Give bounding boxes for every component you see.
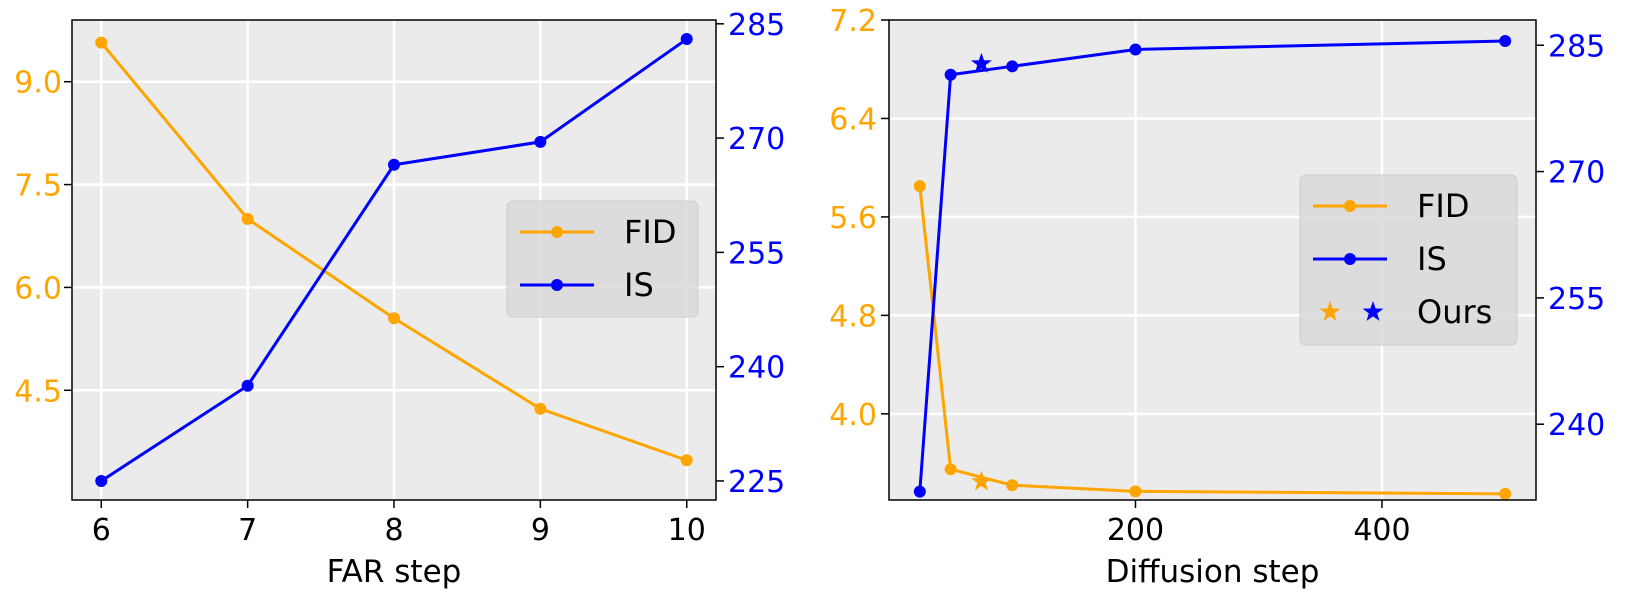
legend-star-is: [1362, 301, 1384, 321]
legend-box: [1299, 174, 1518, 346]
legend-marker-is: [1344, 253, 1356, 265]
y-right-tick-label: 255: [728, 236, 785, 271]
x-tick-label: 400: [1353, 513, 1410, 548]
x-tick-label: 7: [238, 513, 257, 548]
data-point-fid: [680, 454, 693, 467]
legend: FID IS: [506, 200, 699, 318]
data-point-is: [913, 485, 926, 498]
y-left-tick-label: 4.8: [829, 299, 877, 334]
x-tick-label: 9: [531, 513, 550, 548]
data-point-is: [944, 68, 957, 81]
y-left-tick-label: 7.2: [829, 4, 877, 39]
y-right-tick-label: 285: [1548, 29, 1605, 64]
y-right-tick-label: 225: [728, 465, 785, 500]
x-tick-label: 200: [1107, 513, 1164, 548]
y-left-tick-label: 6.0: [14, 271, 62, 306]
axes-frame: [888, 19, 1537, 501]
data-point-fid: [388, 312, 400, 325]
y-left-tick-label: 5.6: [829, 201, 877, 236]
legend-marker-fid: [551, 226, 563, 238]
data-point-fid: [1006, 479, 1019, 492]
data-point-is: [1129, 43, 1142, 56]
chart-panel-1: 6 7 8 9 10 4.5 6.0 7.5 9.0 225 240 255 270 285 FAR ste…: [14, 8, 785, 590]
data-point-fid: [944, 463, 957, 476]
x-tick-label: 8: [384, 513, 403, 548]
data-point-is: [95, 474, 108, 487]
data-point-fid: [534, 402, 547, 415]
data-point-is: [680, 33, 693, 46]
y-left-tick-label: 7.5: [14, 169, 62, 204]
ours-star-fid: [970, 470, 992, 491]
legend-label: IS: [1417, 240, 1447, 278]
chart-panel-2: 200 400 4.0 4.8 5.6 6.4 7.2 240 255 270 285 Diffusi…: [829, 4, 1605, 590]
legend-label: Ours: [1417, 293, 1492, 331]
data-point-fid: [1129, 485, 1142, 498]
y-right-tick-label: 270: [728, 122, 785, 157]
axes-frame: [71, 19, 717, 501]
x-axis-label: Diffusion step: [1106, 554, 1320, 590]
data-point-is: [241, 379, 254, 392]
legend: FID IS Ours: [1299, 174, 1518, 346]
data-point-fid: [241, 212, 254, 225]
y-right-tick-label: 240: [1548, 408, 1605, 443]
y-left-tick-label: 4.0: [829, 398, 877, 433]
y-right-tick-label: 255: [1548, 282, 1605, 317]
y-right-tick-label: 270: [1548, 156, 1605, 191]
data-point-is: [1006, 60, 1019, 73]
data-point-is: [534, 135, 547, 148]
data-point-fid: [1499, 487, 1512, 500]
y-left-tick-label: 4.5: [14, 374, 62, 409]
ours-star-is: [970, 52, 992, 73]
y-left-tick-label: 9.0: [14, 66, 62, 101]
y-left-tick-label: 6.4: [829, 102, 877, 137]
legend-label: FID: [1417, 187, 1469, 225]
x-tick-label: 6: [92, 513, 111, 548]
legend-marker-fid: [1344, 200, 1356, 212]
legend-marker-is: [551, 279, 563, 291]
data-point-is: [388, 158, 400, 171]
y-right-tick-label: 285: [728, 8, 785, 43]
y-right-tick-label: 240: [728, 351, 785, 386]
x-axis-label: FAR step: [327, 554, 462, 590]
legend-label: FID: [624, 213, 676, 251]
data-point-fid: [95, 36, 108, 49]
data-point-is: [1499, 35, 1512, 48]
data-point-fid: [913, 180, 926, 193]
legend-label: IS: [624, 266, 654, 304]
x-tick-label: 10: [668, 513, 706, 548]
legend-star-fid: [1319, 301, 1341, 321]
